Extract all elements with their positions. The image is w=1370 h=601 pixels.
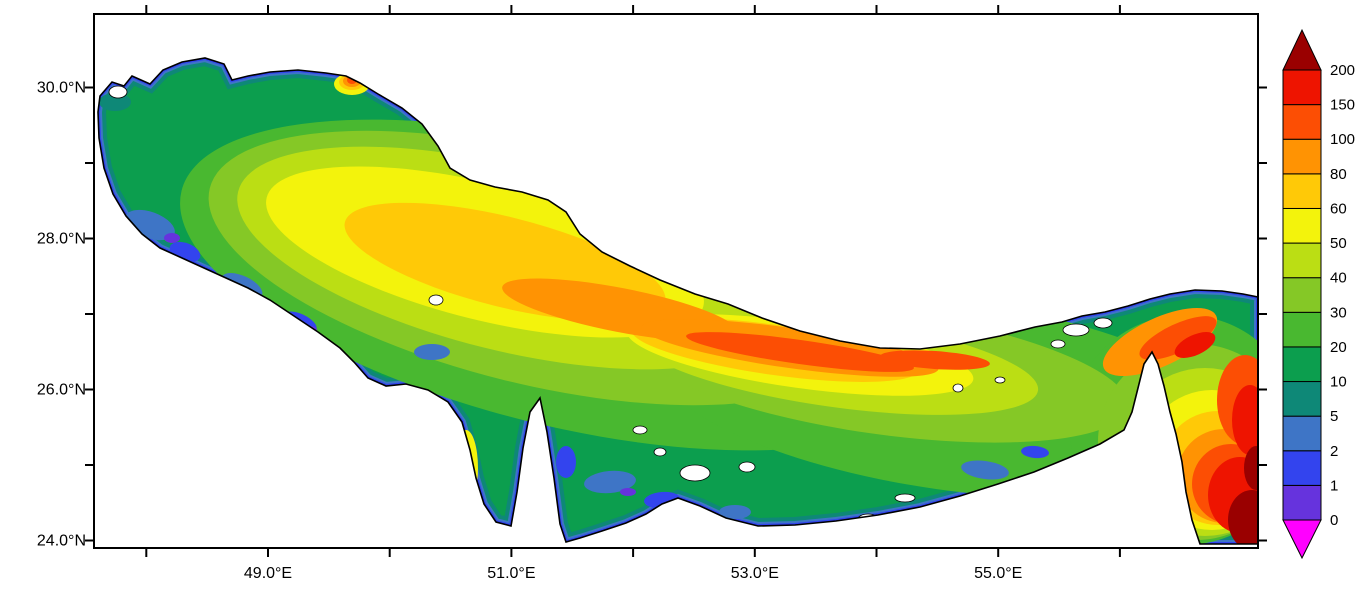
value-region-blob [1228, 490, 1258, 544]
colorbar-under-arrow [1282, 519, 1322, 560]
island-no-data-patch [738, 461, 756, 473]
island-no-data-patch [952, 383, 964, 393]
colorbar-label: 50 [1330, 235, 1347, 252]
island-no-data-patch [815, 524, 857, 538]
plot-border [93, 13, 1259, 549]
colorbar-band [1282, 346, 1322, 383]
colorbar-band [1282, 69, 1322, 106]
island-no-data-patch [632, 425, 648, 435]
colorbar-label: 200 [1330, 62, 1355, 79]
island-no-data-patch [1050, 339, 1066, 349]
island-no-data-patch [1093, 317, 1113, 329]
colorbar-over-arrow [1282, 28, 1322, 71]
value-region-blob [1232, 385, 1258, 455]
colorbar-band [1282, 311, 1322, 348]
colorbar-label: 40 [1330, 270, 1347, 287]
x-axis-label: 55.0°E [974, 565, 1022, 582]
colorbar-band [1282, 173, 1322, 209]
colorbar-label: 30 [1330, 304, 1347, 321]
shallow-patch [556, 446, 576, 478]
shallow-patch [961, 460, 1009, 480]
value-region-blob [880, 350, 990, 370]
colorbar-band [1282, 381, 1322, 417]
shallow-patch [164, 233, 180, 243]
colorbar-label: 60 [1330, 200, 1347, 217]
colorbar-band [1282, 277, 1322, 313]
shallow-patch [414, 344, 450, 360]
value-region-blob [1174, 332, 1216, 358]
shallow-patch [620, 488, 636, 496]
island-no-data-patch [894, 493, 916, 503]
colorbar-band [1282, 104, 1322, 140]
colorbar-label: 150 [1330, 97, 1355, 114]
colorbar-label: 100 [1330, 131, 1355, 148]
x-axis-label: 51.0°E [487, 565, 535, 582]
colorbar-label: 2 [1330, 443, 1338, 460]
colorbar-band [1282, 415, 1322, 452]
colorbar-label: 20 [1330, 339, 1347, 356]
colorbar-label: 0 [1330, 512, 1338, 529]
shallow-patch [584, 470, 636, 494]
x-axis-label: 49.0°E [244, 565, 292, 582]
colorbar-label: 80 [1330, 166, 1347, 183]
colorbar-label: 1 [1330, 477, 1338, 494]
shallow-patch [719, 505, 751, 519]
island-no-data-patch [108, 85, 128, 99]
island-no-data-patch [653, 447, 667, 457]
colorbar-band [1282, 138, 1322, 175]
value-region-blob [1139, 316, 1217, 360]
colorbar-band [1282, 484, 1322, 521]
island-no-data-patch [428, 294, 444, 306]
shallow-patch [1021, 445, 1049, 459]
coastline-outline [97, 57, 1259, 545]
colorbar-label: 5 [1330, 408, 1338, 425]
island-no-data-patch [994, 376, 1006, 384]
colorbar-band [1282, 450, 1322, 486]
y-axis-label: 30.0°N [37, 80, 86, 97]
colorbar-label: 10 [1330, 374, 1347, 391]
y-axis-label: 28.0°N [37, 231, 86, 248]
colorbar-band [1282, 242, 1322, 279]
gulf-water-region [98, 58, 1258, 544]
colorbar-band [1282, 207, 1322, 244]
y-axis-label: 26.0°N [37, 382, 86, 399]
x-axis-label: 53.0°E [731, 565, 779, 582]
island-no-data-patch [679, 464, 711, 482]
shallow-patch [99, 93, 131, 111]
value-region-blob [686, 332, 914, 372]
value-region-blob [1244, 446, 1258, 490]
y-axis-label: 24.0°N [37, 533, 86, 550]
island-no-data-patch [1062, 323, 1090, 337]
